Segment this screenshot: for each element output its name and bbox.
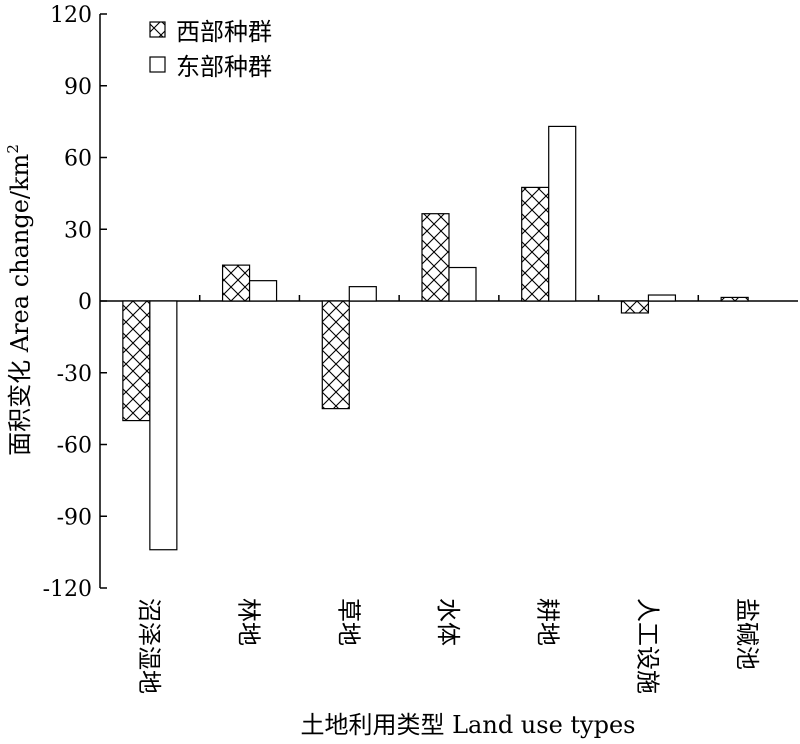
legend-swatch [149,21,166,38]
category-label: 沼泽湿地 [135,598,163,694]
y-tick-label: 0 [78,290,92,315]
legend-label: 东部种群 [176,53,272,81]
y-tick-label: 90 [64,75,92,100]
legend-swatch [149,56,166,73]
axes [99,13,798,589]
y-axis-label: 面积变化 Area change/km2 [4,144,34,456]
category-label: 草地 [334,598,362,646]
bars [122,125,749,551]
category-label: 耕地 [534,598,562,646]
bar-west-1 [221,264,251,302]
bar-east-0 [149,300,178,551]
bar-east-3 [448,266,477,302]
category-label: 盐碱池 [733,598,761,670]
bar-west-4 [521,186,550,302]
bar-east-2 [348,286,377,302]
bar-west-3 [421,213,450,302]
y-tick-label: 60 [64,147,92,172]
y-tick-label: -60 [57,434,92,459]
y-tick-label: -120 [43,577,92,602]
category-label: 林地 [235,598,263,646]
category-labels: 沼泽湿地 林地 草地 水体 耕地 人工设施 盐碱池 [135,598,761,694]
bar-east-1 [248,280,278,302]
bar-east-4 [548,125,577,302]
y-axis-label-text: 面积变化 Area change/km [6,153,34,455]
y-tick-label: -30 [57,362,92,387]
bar-west-6 [720,296,749,302]
bar-west-2 [321,300,350,410]
x-axis-label: 土地利用类型 Land use types [300,711,635,739]
legend-label: 西部种群 [176,18,272,46]
category-label: 水体 [434,598,462,646]
y-tick-labels: 120 90 60 30 0 -30 -60 -90 -120 [43,3,92,602]
bar-west-0 [122,300,151,422]
category-label: 人工设施 [633,598,661,694]
bar-west-5 [620,300,650,314]
y-tick-label: -90 [57,505,92,530]
y-axis-label-superscript: 2 [4,144,22,154]
bar-east-5 [647,294,677,302]
y-tick-label: 120 [50,3,92,28]
y-tick-label: 30 [64,218,92,243]
